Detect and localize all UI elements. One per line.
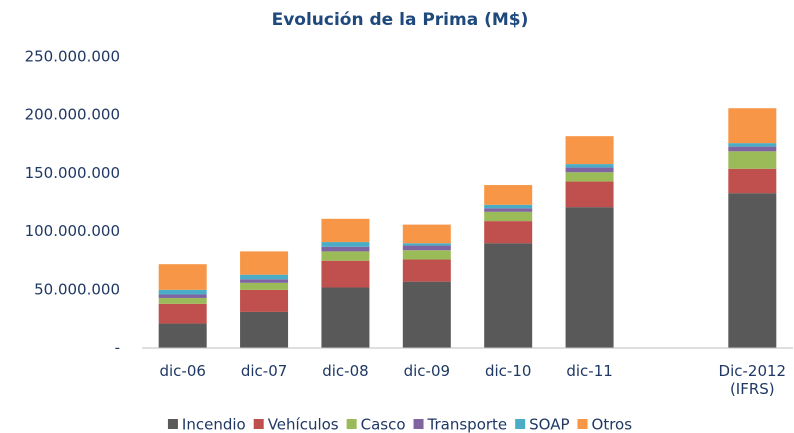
legend-swatch [515, 419, 526, 429]
bar-segment [158, 289, 207, 295]
bar-segment [321, 287, 370, 348]
bar-segment [158, 323, 207, 348]
x-tick-label: dic-09 [403, 362, 451, 380]
legend-label: Incendio [182, 416, 246, 433]
legend-label: Otros [592, 416, 633, 433]
bar-segment [484, 208, 533, 212]
bar-segment [728, 151, 777, 169]
bar-segment [402, 259, 451, 282]
bar-segment [402, 224, 451, 244]
bar-segment [728, 146, 777, 152]
bar-segment [240, 251, 289, 275]
bar-segment [158, 303, 207, 324]
bar-segment [402, 281, 451, 348]
x-tick-label: dic-10 [484, 362, 532, 380]
legend-swatch [167, 419, 178, 429]
bar-segment [240, 274, 289, 280]
x-tick-label: Dic-2012 (IFRS) [718, 362, 787, 398]
bar-segment [240, 282, 289, 290]
legend-swatch [413, 419, 424, 429]
bar-segment [321, 242, 370, 247]
y-tick-label: 100.000.000 [25, 222, 120, 240]
bar-segment [484, 221, 533, 244]
bar-segment [565, 136, 614, 165]
bar-segment [484, 204, 533, 209]
y-tick-label: - [115, 339, 120, 357]
bar-segment [565, 181, 614, 208]
legend-swatch [346, 419, 357, 429]
x-tick-label: dic-07 [240, 362, 288, 380]
bar-segment [484, 243, 533, 348]
bar-segment [484, 211, 533, 222]
bar-segment [158, 297, 207, 304]
x-tick-label: dic-11 [566, 362, 613, 380]
bar-segment [158, 294, 207, 298]
legend-label: Casco [361, 416, 406, 433]
bar-segment [565, 167, 614, 173]
bar-segment [728, 168, 777, 194]
legend-label: SOAP [529, 416, 569, 433]
bar-segment [565, 172, 614, 182]
x-tick-label: dic-08 [322, 362, 369, 380]
bar-segment [565, 164, 614, 168]
bar-segment [321, 218, 370, 243]
bar-segment [240, 279, 289, 283]
bar-segment [321, 246, 370, 252]
bar-segment [402, 245, 451, 251]
y-tick-label: 250.000.000 [25, 48, 120, 66]
legend-swatch [577, 419, 588, 429]
bar-segment [321, 260, 370, 288]
bar-segment [728, 193, 777, 348]
bar-segment [158, 264, 207, 290]
chart-title: Evolución de la Prima (M$) [272, 10, 529, 30]
bar-segment [484, 185, 533, 205]
y-tick-label: 150.000.000 [25, 164, 120, 182]
bar-segment [240, 311, 289, 348]
bar-segment [402, 250, 451, 260]
legend-label: Vehículos [268, 416, 339, 433]
legend-label: Transporte [427, 416, 508, 433]
bar-segment [402, 243, 451, 246]
bar-segment [240, 289, 289, 312]
bar-segment [565, 207, 614, 348]
y-tick-label: 200.000.000 [25, 106, 120, 124]
bar-segment [728, 108, 777, 144]
bar-segment [728, 143, 777, 147]
legend-swatch [253, 419, 264, 429]
bar-segment [321, 251, 370, 261]
x-tick-label: dic-06 [159, 362, 206, 380]
y-tick-label: 50.000.000 [34, 280, 120, 298]
